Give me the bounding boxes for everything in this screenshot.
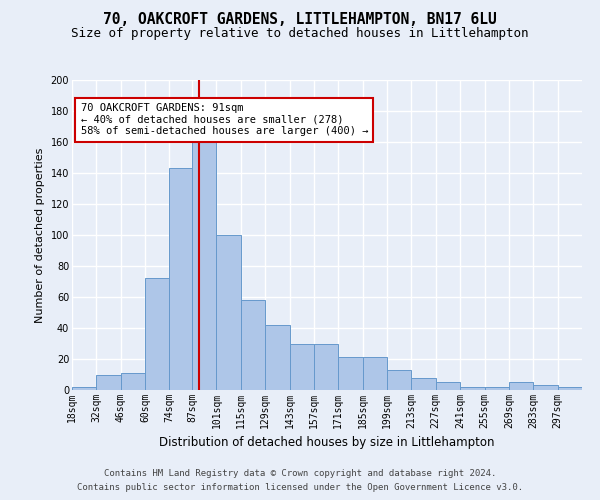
- Bar: [557, 387, 582, 390]
- Bar: [314, 344, 338, 390]
- Bar: [412, 378, 436, 390]
- Bar: [265, 325, 290, 390]
- Bar: [509, 382, 533, 390]
- Bar: [97, 374, 121, 390]
- Bar: [338, 358, 362, 390]
- Text: 70, OAKCROFT GARDENS, LITTLEHAMPTON, BN17 6LU: 70, OAKCROFT GARDENS, LITTLEHAMPTON, BN1…: [103, 12, 497, 28]
- Bar: [217, 235, 241, 390]
- Bar: [241, 300, 265, 390]
- Bar: [460, 387, 485, 390]
- Bar: [436, 382, 460, 390]
- X-axis label: Distribution of detached houses by size in Littlehampton: Distribution of detached houses by size …: [159, 436, 495, 450]
- Bar: [387, 370, 412, 390]
- Text: 70 OAKCROFT GARDENS: 91sqm
← 40% of detached houses are smaller (278)
58% of sem: 70 OAKCROFT GARDENS: 91sqm ← 40% of deta…: [81, 104, 368, 136]
- Bar: [169, 168, 192, 390]
- Text: Contains HM Land Registry data © Crown copyright and database right 2024.: Contains HM Land Registry data © Crown c…: [104, 468, 496, 477]
- Bar: [485, 387, 509, 390]
- Bar: [121, 373, 145, 390]
- Bar: [72, 387, 97, 390]
- Text: Size of property relative to detached houses in Littlehampton: Size of property relative to detached ho…: [71, 28, 529, 40]
- Bar: [290, 344, 314, 390]
- Bar: [192, 134, 217, 390]
- Bar: [145, 278, 169, 390]
- Bar: [362, 358, 387, 390]
- Text: Contains public sector information licensed under the Open Government Licence v3: Contains public sector information licen…: [77, 484, 523, 492]
- Bar: [533, 386, 557, 390]
- Y-axis label: Number of detached properties: Number of detached properties: [35, 148, 45, 322]
